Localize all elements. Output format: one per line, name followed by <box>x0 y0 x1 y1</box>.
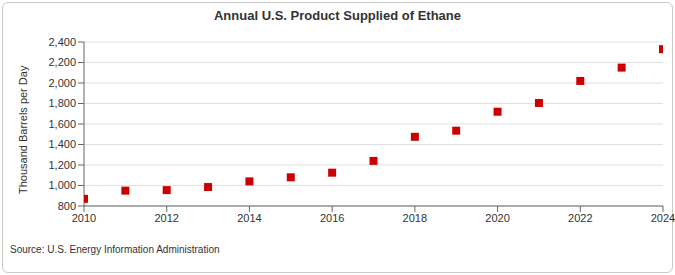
svg-text:2,400: 2,400 <box>48 36 76 48</box>
svg-text:1,400: 1,400 <box>48 138 76 150</box>
svg-text:1,800: 1,800 <box>48 97 76 109</box>
svg-text:2012: 2012 <box>154 212 178 224</box>
svg-text:2018: 2018 <box>403 212 427 224</box>
svg-text:2024: 2024 <box>651 212 667 224</box>
svg-text:2010: 2010 <box>72 212 96 224</box>
svg-text:2,000: 2,000 <box>48 77 76 89</box>
svg-text:1,200: 1,200 <box>48 159 76 171</box>
html-text:Annual U.S. Product Supplied o: Annual U.S. Product Supplied of Ethane <box>214 8 461 23</box>
html-text:Source: U.S. Energy Informatio: Source: U.S. Energy Information Administ… <box>10 244 220 255</box>
svg-text:2,200: 2,200 <box>48 56 76 68</box>
svg-text:2022: 2022 <box>568 212 592 224</box>
svg-text:800: 800 <box>58 200 76 212</box>
svg-text:2016: 2016 <box>320 212 344 224</box>
svg-text:2014: 2014 <box>237 212 261 224</box>
svg-text:1,000: 1,000 <box>48 179 76 191</box>
svg-text:1,600: 1,600 <box>48 118 76 130</box>
svg-text:Thousand Barrels per Day: Thousand Barrels per Day <box>17 65 29 194</box>
svg-text:2020: 2020 <box>485 212 509 224</box>
